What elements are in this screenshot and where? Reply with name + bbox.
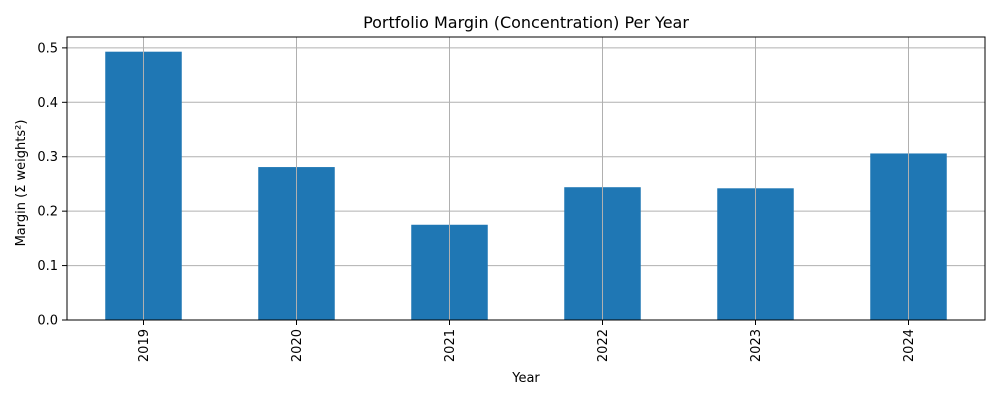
x-tick-label: 2021 <box>443 329 458 362</box>
chart-title: Portfolio Margin (Concentration) Per Yea… <box>363 13 689 32</box>
y-tick-label: 0.1 <box>37 259 58 274</box>
x-tick-label: 2023 <box>749 329 764 362</box>
y-tick-label: 0.0 <box>37 314 58 329</box>
x-tick-label: 2022 <box>596 329 611 362</box>
x-tick-label: 2019 <box>137 329 152 362</box>
x-tick-label: 2024 <box>902 329 917 362</box>
y-tick-label: 0.3 <box>37 150 58 165</box>
bars <box>105 51 947 321</box>
vertical-grid-lines <box>143 37 909 320</box>
y-axis-label: Margin (Σ weights²) <box>14 120 29 247</box>
y-tick-label: 0.5 <box>37 41 58 56</box>
grid-lines <box>67 47 985 321</box>
x-tick-label: 2020 <box>290 329 305 362</box>
y-tick-label: 0.2 <box>37 205 58 220</box>
axis-ticks: 0.0 0.1 0.2 0.3 0.4 0.5 2019 2020 2021 2022 2023 20… <box>37 41 917 362</box>
plot-frame <box>66 36 986 321</box>
x-axis-label: Year <box>511 371 540 386</box>
y-tick-label: 0.4 <box>37 96 58 111</box>
